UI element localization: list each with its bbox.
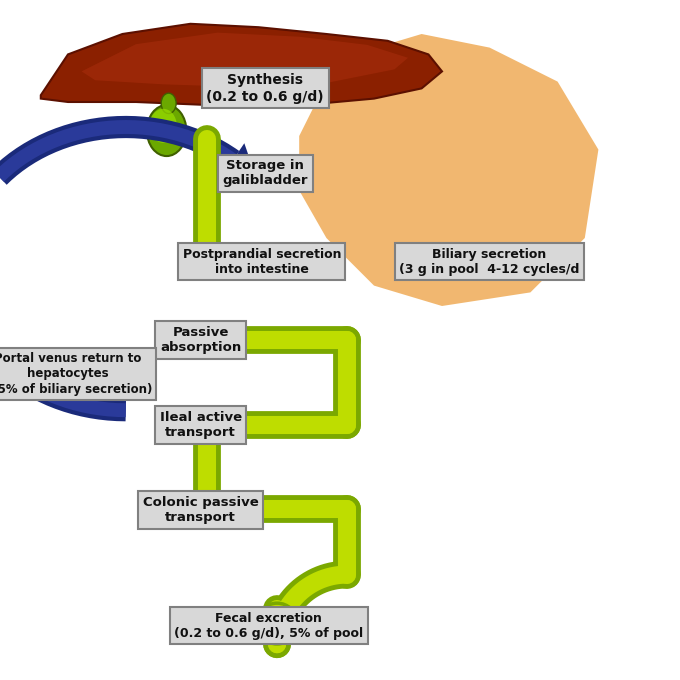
Text: Synthesis
(0.2 to 0.6 g/d): Synthesis (0.2 to 0.6 g/d): [207, 73, 324, 103]
Text: Portal venus return to
hepatocytes
(95% of biliary secretion): Portal venus return to hepatocytes (95% …: [0, 352, 152, 396]
Text: Storage in
galibladder: Storage in galibladder: [222, 159, 308, 188]
Circle shape: [197, 498, 218, 520]
Text: Ileal active
transport: Ileal active transport: [160, 411, 241, 439]
Polygon shape: [82, 33, 408, 87]
Text: Passive
absorption: Passive absorption: [160, 326, 241, 354]
Ellipse shape: [147, 105, 186, 156]
Text: Colonic passive
transport: Colonic passive transport: [143, 496, 258, 524]
Text: Fecal excretion
(0.2 to 0.6 g/d), 5% of pool: Fecal excretion (0.2 to 0.6 g/d), 5% of …: [174, 611, 363, 640]
Text: Postprandial secretion
into intestine: Postprandial secretion into intestine: [182, 248, 341, 276]
Circle shape: [336, 498, 358, 520]
Polygon shape: [41, 24, 442, 105]
Circle shape: [197, 414, 218, 436]
Polygon shape: [222, 143, 256, 177]
Circle shape: [257, 603, 297, 644]
Text: Biliary secretion
(3 g in pool  4-12 cycles/d: Biliary secretion (3 g in pool 4-12 cycl…: [399, 248, 580, 276]
Circle shape: [336, 329, 358, 351]
Ellipse shape: [161, 93, 176, 114]
Polygon shape: [299, 34, 598, 306]
Ellipse shape: [150, 109, 177, 143]
Circle shape: [336, 414, 358, 436]
